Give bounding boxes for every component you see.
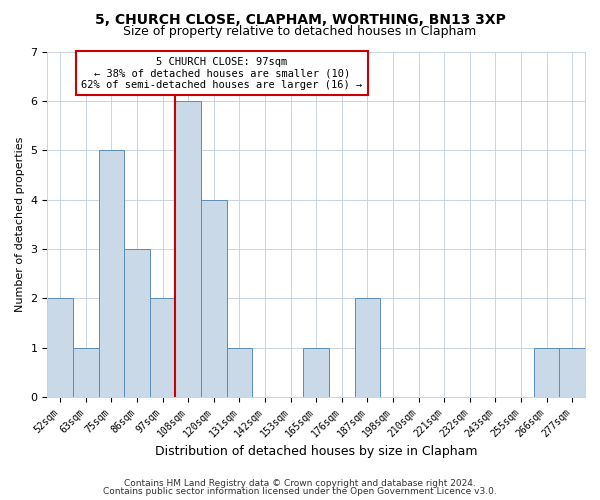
Y-axis label: Number of detached properties: Number of detached properties [15, 136, 25, 312]
Bar [355, 298, 380, 397]
X-axis label: Distribution of detached houses by size in Clapham: Distribution of detached houses by size … [155, 444, 478, 458]
Bar [304, 348, 329, 397]
Text: Contains public sector information licensed under the Open Government Licence v3: Contains public sector information licen… [103, 487, 497, 496]
Text: 5 CHURCH CLOSE: 97sqm
← 38% of detached houses are smaller (10)
62% of semi-deta: 5 CHURCH CLOSE: 97sqm ← 38% of detached … [82, 56, 363, 90]
Bar [73, 348, 98, 397]
Text: 5, CHURCH CLOSE, CLAPHAM, WORTHING, BN13 3XP: 5, CHURCH CLOSE, CLAPHAM, WORTHING, BN13… [95, 12, 505, 26]
Bar [124, 249, 150, 397]
Bar [175, 101, 201, 397]
Bar [201, 200, 227, 397]
Bar [47, 298, 73, 397]
Bar [150, 298, 175, 397]
Bar [227, 348, 252, 397]
Bar [98, 150, 124, 397]
Text: Size of property relative to detached houses in Clapham: Size of property relative to detached ho… [124, 25, 476, 38]
Bar [559, 348, 585, 397]
Bar [534, 348, 559, 397]
Text: Contains HM Land Registry data © Crown copyright and database right 2024.: Contains HM Land Registry data © Crown c… [124, 478, 476, 488]
